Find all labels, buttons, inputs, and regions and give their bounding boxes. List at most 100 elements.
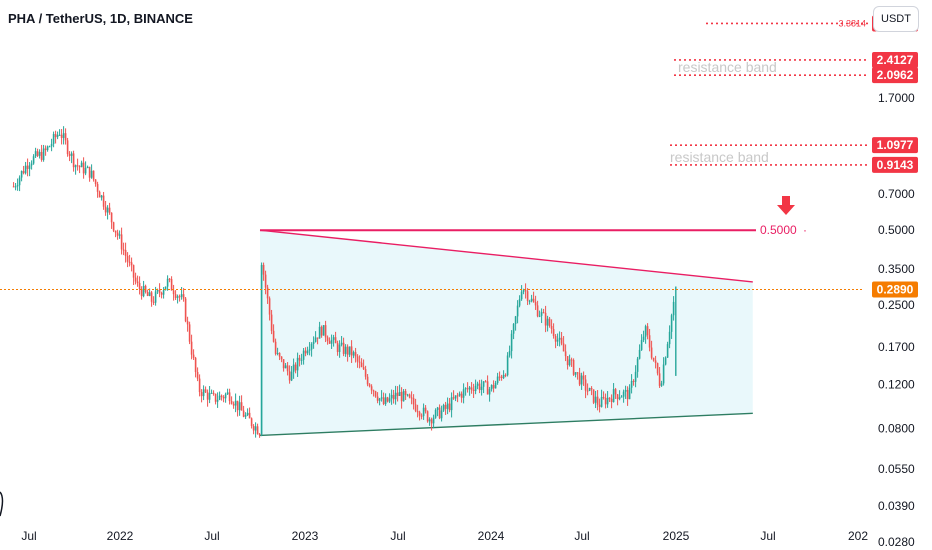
candle-body [246,412,249,415]
candle-body [28,165,31,169]
candle-body [532,298,535,303]
candle-body [324,325,327,338]
x-tick-label: Jul [204,529,219,543]
candle-body [440,410,443,419]
candle-body [444,405,447,409]
candle-body [388,398,391,402]
candle-body [40,151,43,160]
level-annotation: resistance band [678,59,777,75]
candle-body [106,207,109,213]
candle-body [290,371,293,381]
x-tick-label: 202 [848,529,868,543]
candle-body [546,318,549,326]
candle-body [186,321,189,325]
price-axis[interactable]: 1.7000 0.7000 0.5000 0.3500 0.2500 0.1700 0.12… [872,15,918,549]
candle-body [168,278,171,280]
candle-body [206,392,209,400]
candle-body [564,351,567,357]
candle-body [100,195,103,198]
candle-body [230,401,233,404]
candle-body [254,426,257,431]
candle-body [422,407,425,417]
candle-body [538,315,541,317]
candle-body [368,384,371,387]
candle-body [578,372,581,385]
candle-body [352,352,355,356]
candle-body [164,286,167,291]
candle-body [372,390,375,392]
candle-body [620,396,623,398]
candle-body [350,346,353,356]
candle-body [656,363,659,374]
candle-body [594,396,597,403]
candle-body [130,262,133,266]
level-badge-label: 1.0977 [877,138,914,152]
candle-body [660,383,663,386]
candle-body [622,391,625,397]
candle-body [514,316,517,324]
candle-body [210,392,213,394]
y-tick-label: 0.1200 [878,378,915,392]
level-badge [872,67,918,84]
candle-body [38,151,41,156]
chart-lines: 0.5000 · 3.3814 resistance band resistance b… [0,18,868,290]
candle-body [528,300,531,302]
candle-body [626,389,629,400]
candle-body [566,356,569,366]
currency-button[interactable]: USDT [873,6,919,32]
candle-body [322,325,325,336]
candle-body [284,365,287,369]
candle-body [600,396,603,407]
candle-body [562,343,565,352]
candle-body [618,397,621,400]
candle-body [152,301,155,303]
candle-body [486,381,489,395]
candle-body [266,287,269,299]
candle-body [212,392,215,394]
y-tick-label: 0.3500 [878,262,915,276]
candle-body [662,364,665,384]
candle-body [336,343,339,352]
candle-body [466,388,469,390]
candle-body [504,374,507,376]
time-axis[interactable]: Jul 2022 Jul 2023 Jul 2024 Jul 2025 Jul 202 [0,491,868,543]
candle-body [304,350,307,354]
candle-body [60,134,63,138]
candle-body [126,255,129,262]
candle-body [416,410,419,413]
candle-body [580,375,583,385]
candle-body [72,153,75,168]
candle-body [288,371,291,381]
candle-body [82,162,85,174]
candle-body [302,350,305,360]
candle-body [128,261,131,263]
candle-body [482,381,485,387]
x-tick-label: Jul [390,529,405,543]
candle-body [520,291,523,300]
candle-body [458,393,461,396]
candle-body [218,395,221,400]
candle-body [280,356,283,360]
candle-body [604,397,607,405]
candle-body [424,407,427,412]
candle-body [194,357,197,373]
candle-body [420,415,423,417]
candle-body [108,207,111,213]
candle-body [178,296,181,298]
candle-body [286,365,289,372]
candle-body [382,397,385,405]
candle-body [518,299,521,306]
candle-body [34,151,37,157]
candle-body [172,290,175,295]
candle-body [610,398,613,403]
candle-body [400,391,403,402]
candle-body [188,324,191,342]
candle-body [498,376,501,378]
candle-body [406,394,409,396]
candle-body [294,364,297,371]
candle-body [292,364,295,372]
candle-body [242,410,245,417]
candle-body [264,274,267,288]
y-tick-label: 0.2500 [878,298,915,312]
